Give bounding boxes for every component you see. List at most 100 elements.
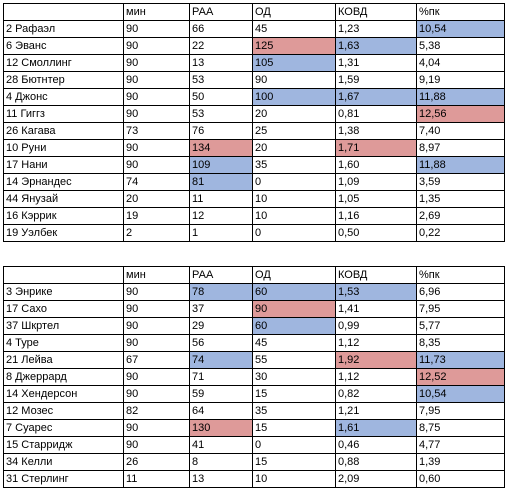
od-cell: 55 [252,351,336,369]
od-cell: 20 [252,139,336,157]
table-row: 2 Рафаэл 90 66 45 1,23 10,54 [3,20,505,38]
raa-cell: 78 [189,283,253,301]
table-row: 31 Стерлинг 11 13 10 2,09 0,60 [3,470,505,488]
raa-cell: 50 [189,88,253,106]
player-name-cell: 14 Эрнандес [3,173,124,191]
pk-cell: 5,38 [416,37,505,55]
table-row: 3 Энрике 90 78 60 1,53 6,96 [3,283,505,301]
kovd-cell: 0,50 [335,224,417,242]
player-name-cell: 37 Шкртел [3,317,124,335]
minutes-cell: 20 [123,190,190,208]
od-cell: 35 [252,402,336,420]
pk-cell: 4,04 [416,54,505,72]
table-row: 14 Эрнандес 74 81 0 1,09 3,59 [3,173,505,191]
minutes-cell: 73 [123,122,190,140]
table-row: 11 Гиггз 90 53 20 0,81 12,56 [3,105,505,123]
minutes-cell: 90 [123,317,190,335]
table-row: 10 Руни 90 134 20 1,71 8,97 [3,139,505,157]
minutes-cell: 90 [123,334,190,352]
player-name-cell: 28 Бютнтер [3,71,124,89]
raa-cell: 11 [189,190,253,208]
pk-cell: 10,54 [416,20,505,38]
od-cell: 25 [252,122,336,140]
od-cell: 20 [252,105,336,123]
minutes-cell: 90 [123,283,190,301]
player-name-cell: 4 Туре [3,334,124,352]
raa-cell: 22 [189,37,253,55]
od-cell: 10 [252,207,336,225]
raa-cell: 13 [189,54,253,72]
player-name-cell: 17 Сахо [3,300,124,318]
od-cell: 0 [252,224,336,242]
od-cell: 45 [252,334,336,352]
pk-header-cell: %пк [416,3,505,21]
player-name-cell: 19 Уэлбек [3,224,124,242]
pk-cell: 8,97 [416,139,505,157]
minutes-cell: 26 [123,453,190,471]
pk-cell: 1,39 [416,453,505,471]
kovd-cell: 0,88 [335,453,417,471]
player-name-cell: 44 Янузай [3,190,124,208]
od-cell: 10 [252,190,336,208]
kovd-cell: 1,59 [335,71,417,89]
table-row: 6 Эванс 90 22 125 1,63 5,38 [3,37,505,55]
table-row: 26 Кагава 73 76 25 1,38 7,40 [3,122,505,140]
od-cell: 15 [252,419,336,437]
player-name-cell: 6 Эванс [3,37,124,55]
pk-cell: 11,88 [416,156,505,174]
kovd-cell: 1,12 [335,334,417,352]
kovd-cell: 1,23 [335,20,417,38]
od-cell: 90 [252,71,336,89]
od-header-cell: ОД [252,3,336,21]
pk-cell: 12,52 [416,368,505,386]
minutes-cell: 90 [123,139,190,157]
kovd-cell: 2,09 [335,470,417,488]
table-row: 7 Суарес 90 130 15 1,61 8,75 [3,419,505,437]
kovd-cell: 1,60 [335,156,417,174]
minutes-cell: 90 [123,105,190,123]
raa-cell: 130 [189,419,253,437]
raa-header-cell: РАА [189,3,253,21]
pk-cell: 11,88 [416,88,505,106]
kovd-cell: 1,12 [335,368,417,386]
minutes-cell: 2 [123,224,190,242]
minutes-cell: 90 [123,71,190,89]
raa-cell: 13 [189,470,253,488]
player-name-cell: 8 Джеррард [3,368,124,386]
raa-header-cell: РАА [189,266,253,284]
table-row: 4 Туре 90 56 45 1,12 8,35 [3,334,505,352]
pk-cell: 7,95 [416,402,505,420]
stats-table-2: мин РАА ОД КОВД %пк 3 Энрике 90 78 60 1,53 6,96 17 … [3,266,505,488]
pk-header-cell: %пк [416,266,505,284]
od-cell: 30 [252,368,336,386]
pk-cell: 3,59 [416,173,505,191]
header-row: мин РАА ОД КОВД %пк [3,3,505,21]
table-row: 12 Смоллинг 90 13 105 1,31 4,04 [3,54,505,72]
table-row: 4 Джонс 90 50 100 1,67 11,88 [3,88,505,106]
table-row: 8 Джеррард 90 71 30 1,12 12,52 [3,368,505,386]
raa-cell: 8 [189,453,253,471]
od-cell: 0 [252,436,336,454]
table-row: 14 Хендерсон 90 59 15 0,82 10,54 [3,385,505,403]
player-name-cell: 34 Келли [3,453,124,471]
kovd-cell: 0,81 [335,105,417,123]
table-row: 16 Кэррик 19 12 10 1,16 2,69 [3,207,505,225]
od-cell: 60 [252,317,336,335]
kovd-header-cell: КОВД [335,266,417,284]
minutes-cell: 90 [123,54,190,72]
player-header-cell [3,266,124,284]
minutes-cell: 74 [123,173,190,191]
od-cell: 125 [252,37,336,55]
pk-cell: 10,54 [416,385,505,403]
raa-cell: 37 [189,300,253,318]
minutes-cell: 90 [123,88,190,106]
minutes-cell: 19 [123,207,190,225]
od-cell: 15 [252,453,336,471]
player-name-cell: 7 Суарес [3,419,124,437]
player-name-cell: 16 Кэррик [3,207,124,225]
kovd-cell: 1,71 [335,139,417,157]
kovd-header-cell: КОВД [335,3,417,21]
pk-cell: 7,95 [416,300,505,318]
kovd-cell: 1,67 [335,88,417,106]
player-name-cell: 10 Руни [3,139,124,157]
